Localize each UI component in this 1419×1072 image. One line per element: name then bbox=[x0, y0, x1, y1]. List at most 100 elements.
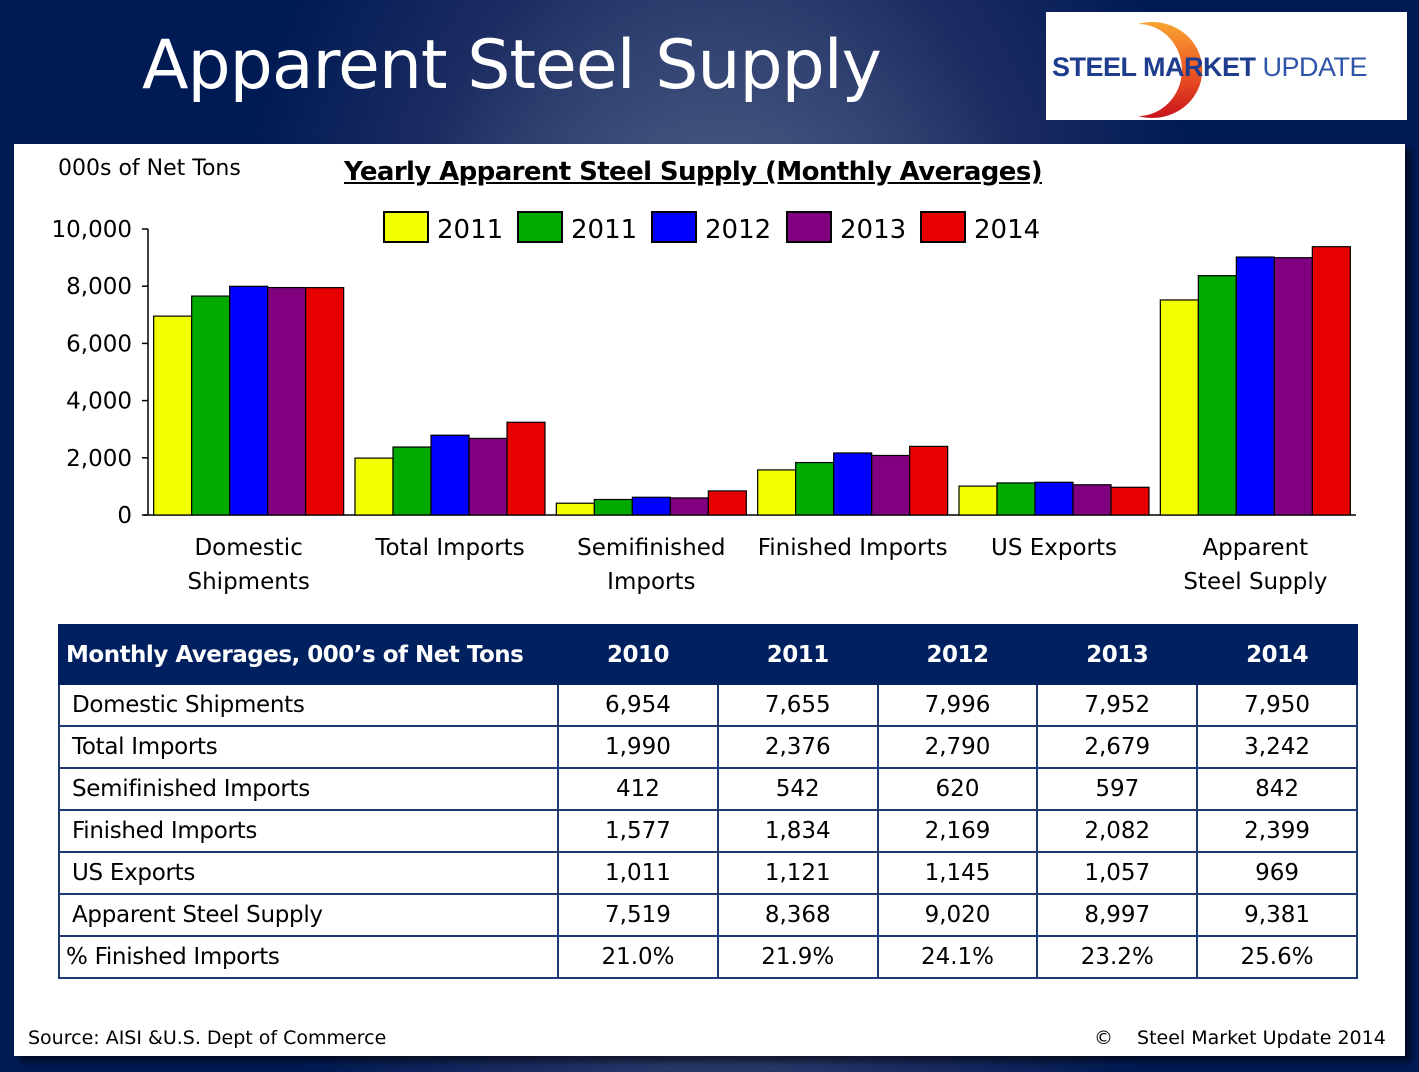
row-value: 2,679 bbox=[1036, 725, 1199, 769]
x-category-label: Domestic bbox=[194, 535, 302, 561]
row-label: Total Imports bbox=[57, 725, 560, 769]
table-row: Semifinished Imports 412 542 620 597 842 bbox=[57, 767, 1358, 811]
row-value: 23.2% bbox=[1036, 935, 1199, 979]
row-value: 2,376 bbox=[716, 725, 879, 769]
x-axis-labels: Domestic Shipments Total Imports Semifinish… bbox=[188, 535, 1328, 595]
table-row: Total Imports 1,990 2,376 2,790 2,679 3,242 bbox=[57, 725, 1358, 769]
row-value: 7,952 bbox=[1036, 683, 1199, 727]
logo-text: STEEL MARKET UPDATE bbox=[1052, 52, 1368, 83]
bar-chart: 2011 2011 2012 2013 2014 0 2,000 4,000 6,000 8,0… bbox=[52, 211, 1356, 595]
row-value: 8,368 bbox=[716, 893, 879, 937]
bar-2013-5 bbox=[1273, 257, 1313, 516]
bar-2012-4 bbox=[1034, 481, 1074, 516]
slide-title: Apparent Steel Supply bbox=[142, 26, 882, 105]
table-row: US Exports 1,011 1,121 1,145 1,057 969 bbox=[57, 851, 1358, 895]
x-category-label: Shipments bbox=[188, 569, 310, 595]
row-value: 9,020 bbox=[876, 893, 1039, 937]
y-tick-label: 10,000 bbox=[52, 217, 132, 243]
y-tick-label: 4,000 bbox=[66, 389, 132, 415]
row-value: 842 bbox=[1196, 767, 1358, 811]
y-axis: 0 2,000 4,000 6,000 8,000 10,000 bbox=[52, 217, 1356, 529]
bar-2011-3 bbox=[795, 461, 835, 516]
table-header-year: 2012 bbox=[876, 624, 1039, 685]
row-value: 2,169 bbox=[876, 809, 1039, 853]
bar-2012-3 bbox=[833, 452, 873, 516]
row-value: 1,834 bbox=[716, 809, 879, 853]
row-value: 7,519 bbox=[557, 893, 719, 937]
legend-label: 2012 bbox=[705, 215, 771, 245]
x-category-label: Apparent bbox=[1202, 535, 1308, 561]
bar-2013-3 bbox=[871, 454, 911, 516]
row-value: 597 bbox=[1036, 767, 1199, 811]
copyright-note: © Steel Market Update 2014 bbox=[1094, 1027, 1386, 1049]
legend-swatch bbox=[920, 211, 966, 243]
bar-2012-1 bbox=[430, 434, 470, 516]
y-axis-unit-label: 000s of Net Tons bbox=[58, 156, 241, 181]
table-row: Apparent Steel Supply 7,519 8,368 9,020 8,99… bbox=[57, 893, 1358, 937]
legend-label: 2013 bbox=[840, 215, 906, 245]
table-header-label: Monthly Averages, 000’s of Net Tons bbox=[57, 624, 560, 685]
row-value: 8,997 bbox=[1036, 893, 1199, 937]
bar-2012-0 bbox=[229, 285, 269, 516]
row-value: 1,057 bbox=[1036, 851, 1199, 895]
source-note: Source: AISI &U.S. Dept of Commerce bbox=[28, 1027, 387, 1049]
row-value: 7,655 bbox=[716, 683, 879, 727]
row-value: 7,996 bbox=[876, 683, 1039, 727]
row-value: 7,950 bbox=[1196, 683, 1358, 727]
row-label: Semifinished Imports bbox=[57, 767, 560, 811]
legend-swatch bbox=[517, 211, 563, 243]
bar-2013-4 bbox=[1072, 484, 1112, 516]
copyright-text: Steel Market Update 2014 bbox=[1137, 1027, 1386, 1049]
row-value: 2,082 bbox=[1036, 809, 1199, 853]
logo-crescent-icon bbox=[1138, 22, 1203, 119]
table-header-year: 2010 bbox=[557, 624, 719, 685]
row-value: 21.0% bbox=[557, 935, 719, 979]
bar-2014-2 bbox=[707, 490, 747, 516]
table-row: % Finished Imports 21.0% 21.9% 24.1% 23.2% 25… bbox=[57, 935, 1358, 979]
bar-2014-5 bbox=[1311, 246, 1351, 516]
bar-2011-5 bbox=[1197, 275, 1237, 516]
bar-2011-4 bbox=[996, 482, 1036, 516]
y-tick-label: 6,000 bbox=[66, 331, 132, 357]
legend-swatch bbox=[383, 211, 429, 243]
x-category-label: Steel Supply bbox=[1183, 569, 1327, 595]
bar-2013-1 bbox=[468, 437, 508, 516]
row-value: 3,242 bbox=[1196, 725, 1358, 769]
table-header-year: 2011 bbox=[716, 624, 879, 685]
row-label: Finished Imports bbox=[57, 809, 560, 853]
bar-2011-1 bbox=[354, 457, 394, 516]
table-row: Finished Imports 1,577 1,834 2,169 2,082 2,39… bbox=[57, 809, 1358, 853]
bar-2011-0 bbox=[153, 315, 193, 516]
bar-2014-1 bbox=[506, 421, 546, 516]
y-tick-label: 0 bbox=[117, 503, 132, 529]
row-value: 1,990 bbox=[557, 725, 719, 769]
row-value: 1,011 bbox=[557, 851, 719, 895]
row-label: Apparent Steel Supply bbox=[57, 893, 560, 937]
row-value: 2,399 bbox=[1196, 809, 1358, 853]
data-table: Monthly Averages, 000’s of Net Tons 2010… bbox=[57, 624, 1358, 979]
bar-2014-4 bbox=[1110, 486, 1150, 516]
x-category-label: Finished Imports bbox=[758, 535, 948, 561]
row-value: 1,577 bbox=[557, 809, 719, 853]
bar-2011-5 bbox=[1159, 299, 1199, 516]
chart-legend: 2011 2011 2012 2013 2014 bbox=[383, 211, 1040, 245]
row-value: 25.6% bbox=[1196, 935, 1358, 979]
legend-label: 2011 bbox=[571, 215, 637, 245]
row-value: 21.9% bbox=[716, 935, 879, 979]
row-value: 542 bbox=[716, 767, 879, 811]
bar-2011-1 bbox=[392, 446, 432, 516]
x-category-label: Imports bbox=[607, 569, 695, 595]
bars bbox=[153, 246, 1351, 516]
row-value: 412 bbox=[557, 767, 719, 811]
row-value: 969 bbox=[1196, 851, 1358, 895]
row-label: US Exports bbox=[57, 851, 560, 895]
legend-swatch bbox=[651, 211, 697, 243]
bar-2011-4 bbox=[958, 485, 998, 516]
row-value: 1,145 bbox=[876, 851, 1039, 895]
row-value: 9,381 bbox=[1196, 893, 1358, 937]
row-label: % Finished Imports bbox=[57, 935, 560, 979]
copyright-icon: © bbox=[1094, 1027, 1113, 1049]
bar-2012-5 bbox=[1235, 256, 1275, 516]
table-row: Domestic Shipments 6,954 7,655 7,996 7,952 7,… bbox=[57, 683, 1358, 727]
table-header-year: 2013 bbox=[1036, 624, 1199, 685]
